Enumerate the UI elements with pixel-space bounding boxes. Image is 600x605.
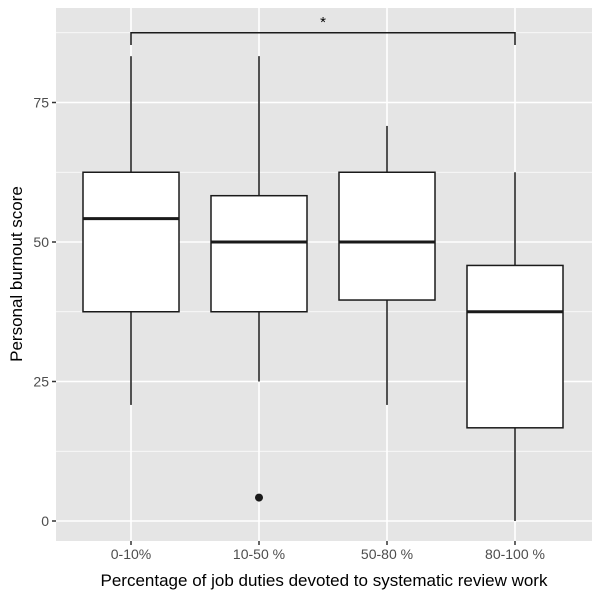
box-4 [466, 172, 564, 521]
x-axis-label: Percentage of job duties devoted to syst… [101, 571, 548, 590]
bracket-line [130, 32, 516, 46]
box-iqr [210, 194, 308, 313]
y-tick-label: 25 [33, 374, 49, 390]
box-1 [82, 56, 180, 405]
box-3 [338, 125, 436, 405]
significance-label: * [320, 14, 326, 31]
axes: 0 25 50 75 0-10% 10-50 % 50-80 % 80-100 % [33, 95, 545, 563]
significance-bracket: * [130, 14, 516, 46]
box-iqr [466, 264, 564, 429]
y-axis-label: Personal burnout score [7, 186, 26, 362]
x-tick-label: 10-50 % [233, 546, 285, 562]
box-marks: * [82, 14, 564, 521]
box-iqr [82, 171, 180, 313]
outlier-point [255, 493, 263, 502]
x-tick-label: 80-100 % [485, 546, 545, 562]
y-tick-label: 50 [33, 234, 49, 250]
x-tick-label: 50-80 % [361, 546, 413, 562]
y-tick-label: 75 [33, 95, 49, 111]
x-tick-label: 0-10% [111, 546, 151, 562]
box-2 [210, 56, 308, 502]
y-tick-label: 0 [41, 513, 49, 529]
box-iqr [338, 171, 436, 301]
